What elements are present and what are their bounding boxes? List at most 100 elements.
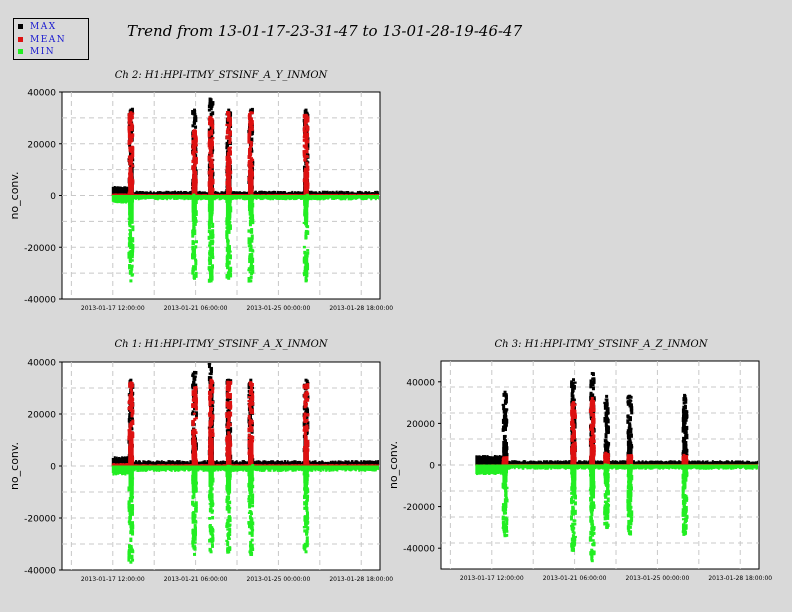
legend-label-mean: MEAN bbox=[30, 35, 67, 45]
spike-point bbox=[130, 250, 134, 257]
spike-core bbox=[208, 181, 212, 196]
legend-label-min: MIN bbox=[30, 47, 56, 57]
spike-point bbox=[226, 118, 230, 121]
spike-point bbox=[304, 397, 308, 402]
spike-point bbox=[194, 159, 198, 162]
spike-point bbox=[192, 380, 196, 387]
spike-point bbox=[211, 400, 215, 405]
spike-point bbox=[225, 161, 229, 167]
spike-point bbox=[211, 381, 215, 387]
spike-core bbox=[210, 188, 214, 196]
spike-point bbox=[127, 242, 131, 248]
spike-point bbox=[128, 112, 132, 118]
spike-point bbox=[250, 107, 254, 114]
spike-core bbox=[192, 195, 196, 225]
spike-point bbox=[208, 355, 211, 358]
spike-point bbox=[191, 124, 195, 128]
spike-point bbox=[305, 426, 309, 432]
spike-point bbox=[250, 149, 254, 153]
spike-point bbox=[306, 421, 310, 425]
spike-point bbox=[209, 123, 213, 127]
series-min bbox=[111, 464, 379, 564]
spike-point bbox=[225, 135, 229, 140]
spike-point bbox=[191, 245, 195, 251]
spike-point bbox=[306, 139, 310, 144]
spike-core bbox=[209, 195, 213, 219]
spike-point bbox=[250, 228, 254, 234]
spike-point bbox=[127, 236, 131, 240]
spike-point bbox=[130, 107, 134, 113]
spike-point bbox=[306, 132, 310, 138]
spike-point bbox=[248, 120, 252, 126]
spike-core bbox=[226, 185, 230, 196]
spike-point bbox=[207, 223, 211, 230]
spike-point bbox=[210, 161, 214, 167]
data-block bbox=[112, 194, 129, 196]
spike-point bbox=[210, 354, 213, 360]
spike-point bbox=[193, 428, 197, 433]
spike-point bbox=[208, 102, 212, 107]
spike-point bbox=[191, 420, 195, 426]
spike-point bbox=[130, 264, 134, 271]
spike-peak bbox=[193, 276, 196, 280]
spike-point bbox=[207, 170, 211, 175]
spike-point bbox=[229, 440, 233, 444]
spike-point bbox=[302, 421, 306, 426]
spike-point bbox=[127, 254, 131, 259]
spike-point bbox=[193, 130, 197, 137]
spike-point bbox=[191, 384, 195, 389]
spike-point bbox=[209, 273, 213, 280]
spike-point bbox=[210, 120, 214, 125]
spike-core bbox=[226, 445, 230, 466]
spike-point bbox=[130, 238, 134, 243]
spike-point bbox=[249, 409, 253, 414]
spike-core bbox=[130, 448, 134, 466]
spike-point bbox=[211, 225, 215, 228]
spike-point bbox=[192, 396, 196, 400]
spike-point bbox=[193, 375, 197, 381]
spike-point bbox=[192, 174, 196, 178]
spike-point bbox=[249, 244, 253, 250]
spike-point bbox=[248, 257, 252, 264]
spike-point bbox=[249, 124, 253, 128]
spike-point bbox=[305, 271, 309, 278]
spike-point bbox=[209, 142, 213, 145]
spike-point bbox=[251, 395, 255, 402]
spike-point bbox=[128, 126, 132, 130]
spike-core bbox=[305, 195, 309, 222]
x-tick-label: 2013-01-21 06:00:00 bbox=[164, 305, 228, 312]
spike-point bbox=[306, 264, 310, 271]
spike-point bbox=[247, 155, 251, 159]
spike-point bbox=[208, 121, 212, 126]
spike-peak bbox=[304, 113, 308, 117]
x-tick-label: 2013-01-17 12:00:00 bbox=[81, 576, 145, 583]
spike-point bbox=[207, 141, 211, 148]
spike-point bbox=[305, 161, 309, 165]
spike-point bbox=[210, 164, 214, 169]
spike-point bbox=[228, 423, 232, 427]
spike-point bbox=[210, 275, 214, 281]
spike-peak bbox=[210, 350, 213, 353]
spike-point bbox=[303, 273, 307, 276]
spike-point bbox=[304, 260, 308, 264]
spike-point bbox=[211, 136, 215, 140]
spike-point bbox=[247, 114, 251, 119]
spike-point bbox=[226, 128, 230, 134]
spike-point bbox=[209, 246, 213, 250]
spike-point bbox=[247, 276, 251, 283]
spike-point bbox=[192, 412, 196, 415]
spike-point bbox=[306, 153, 310, 156]
spike-point bbox=[194, 115, 198, 119]
spike-point bbox=[302, 138, 306, 142]
spike-point bbox=[192, 265, 196, 271]
spike-point bbox=[250, 426, 254, 433]
spike-point bbox=[249, 275, 253, 279]
spike-point bbox=[303, 155, 307, 161]
spike-point bbox=[303, 393, 307, 399]
spike-point bbox=[247, 267, 251, 271]
spike-core bbox=[303, 446, 307, 466]
spike-point bbox=[209, 407, 213, 411]
spike-point bbox=[127, 129, 131, 133]
spike-point bbox=[207, 133, 211, 138]
